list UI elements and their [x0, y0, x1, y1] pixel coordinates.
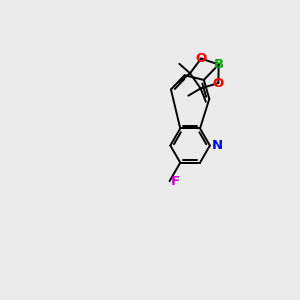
Text: B: B: [214, 58, 224, 71]
Text: O: O: [196, 52, 207, 65]
Text: O: O: [213, 76, 224, 89]
Text: F: F: [171, 175, 180, 188]
Text: N: N: [212, 139, 223, 152]
